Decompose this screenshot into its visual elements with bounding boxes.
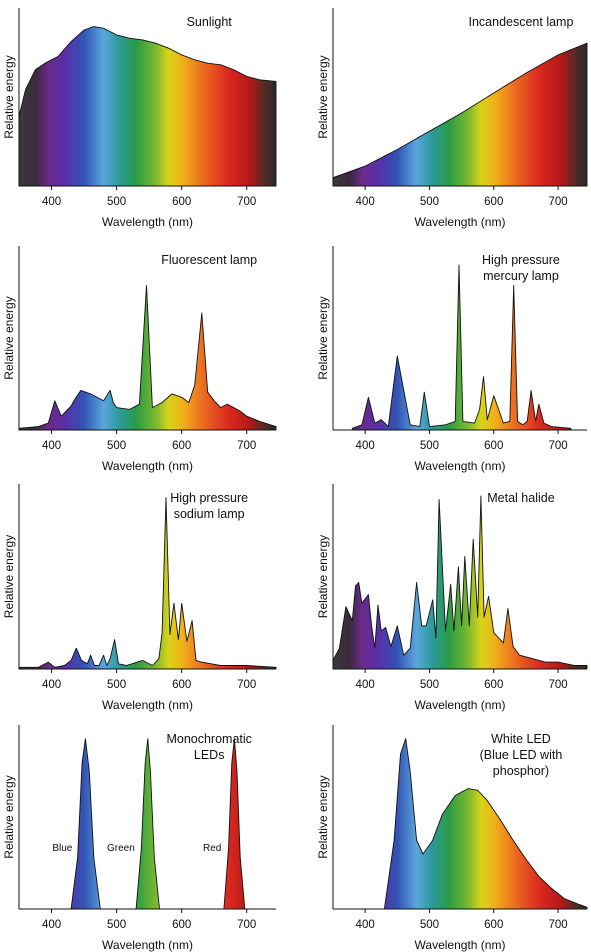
chart-title: Sunlight: [187, 15, 233, 29]
x-tick-label: 600: [172, 440, 191, 452]
series-area-red: [223, 738, 246, 910]
x-tick-label: 400: [356, 919, 375, 931]
x-tick-label: 600: [484, 440, 503, 452]
chart-title: Metal halide: [487, 491, 554, 505]
series-area-blue: [70, 738, 101, 910]
x-tick-label: 400: [42, 440, 61, 452]
chart-panel-8: 400 500 600 700 Wavelength (nm) Relative ener…: [316, 725, 588, 952]
x-tick-label: 400: [42, 919, 61, 931]
x-tick-label: 400: [42, 679, 61, 691]
x-tick-label: 600: [172, 679, 191, 691]
y-axis-label: Relative energy: [316, 775, 330, 858]
x-axis-label: Wavelength (nm): [415, 698, 506, 712]
x-tick-label: 500: [420, 919, 439, 931]
series-area-1: [351, 264, 572, 431]
x-tick-label: 700: [237, 679, 256, 691]
series-area-1: [332, 495, 588, 670]
chart-title: High pressure mercury lamp: [482, 253, 560, 283]
x-axis-label: Wavelength (nm): [102, 215, 193, 229]
x-axis-label: Wavelength (nm): [415, 459, 506, 473]
x-tick-label: 500: [107, 919, 126, 931]
series-area-green: [135, 738, 160, 910]
x-tick-label: 600: [484, 679, 503, 691]
y-axis-label: Relative energy: [316, 55, 330, 138]
series-area-1: [383, 738, 588, 910]
x-tick-label: 400: [356, 679, 375, 691]
x-tick-label: 600: [172, 919, 191, 931]
x-tick-label: 700: [548, 196, 567, 208]
y-axis-label: Relative energy: [2, 55, 16, 138]
series-area-1: [18, 285, 277, 431]
x-tick-label: 500: [107, 440, 126, 452]
series-area-1: [18, 497, 277, 670]
x-tick-label: 500: [420, 196, 439, 208]
chart-panel-4: 400 500 600 700 Wavelength (nm) Relative ener…: [316, 246, 587, 473]
chart-title: Fluorescent lamp: [161, 253, 257, 267]
chart-panel-2: 400 500 600 700 Wavelength (nm) Relative ener…: [316, 8, 588, 229]
chart-panel-3: 400 500 600 700 Wavelength (nm) Relative ener…: [2, 246, 277, 473]
x-axis-label: Wavelength (nm): [102, 698, 193, 712]
x-tick-label: 700: [237, 919, 256, 931]
chart-title: Incandescent lamp: [468, 15, 573, 29]
y-axis-label: Relative energy: [316, 535, 330, 618]
x-tick-label: 400: [356, 440, 375, 452]
x-tick-label: 700: [237, 196, 256, 208]
series-label-red: Red: [203, 843, 221, 854]
x-axis-label: Wavelength (nm): [102, 938, 193, 952]
x-tick-label: 700: [548, 679, 567, 691]
series-label-blue: Blue: [52, 843, 72, 854]
x-tick-label: 400: [356, 196, 375, 208]
chart-title: Monochromatic LEDs: [166, 732, 251, 762]
chart-panel-6: 400 500 600 700 Wavelength (nm) Relative ener…: [316, 484, 588, 712]
chart-panel-7: 400 500 600 700 Wavelength (nm) Relative ener…: [2, 725, 276, 952]
x-tick-label: 700: [548, 919, 567, 931]
x-axis-label: Wavelength (nm): [102, 459, 193, 473]
y-axis-label: Relative energy: [2, 535, 16, 618]
x-tick-label: 500: [107, 679, 126, 691]
y-axis-label: Relative energy: [316, 296, 330, 379]
chart-panel-1: 400 500 600 700 Wavelength (nm) Relative ener…: [2, 8, 277, 229]
x-axis-label: Wavelength (nm): [415, 215, 506, 229]
series-label-green: Green: [107, 843, 135, 854]
y-axis-label: Relative energy: [2, 775, 16, 858]
x-tick-label: 700: [548, 440, 567, 452]
series-area-1: [332, 42, 588, 187]
x-tick-label: 600: [484, 196, 503, 208]
x-tick-label: 400: [42, 196, 61, 208]
x-tick-label: 600: [484, 919, 503, 931]
x-tick-label: 700: [237, 440, 256, 452]
x-tick-label: 600: [172, 196, 191, 208]
x-tick-label: 500: [107, 196, 126, 208]
x-axis-label: Wavelength (nm): [415, 938, 506, 952]
y-axis-label: Relative energy: [2, 296, 16, 379]
chart-panel-5: 400 500 600 700 Wavelength (nm) Relative ener…: [2, 484, 277, 712]
chart-title: High pressure sodium lamp: [170, 491, 248, 521]
x-tick-label: 500: [420, 679, 439, 691]
x-tick-label: 500: [420, 440, 439, 452]
series-area-1: [18, 26, 277, 187]
chart-title: White LED (Blue LED with phosphor): [480, 732, 563, 778]
